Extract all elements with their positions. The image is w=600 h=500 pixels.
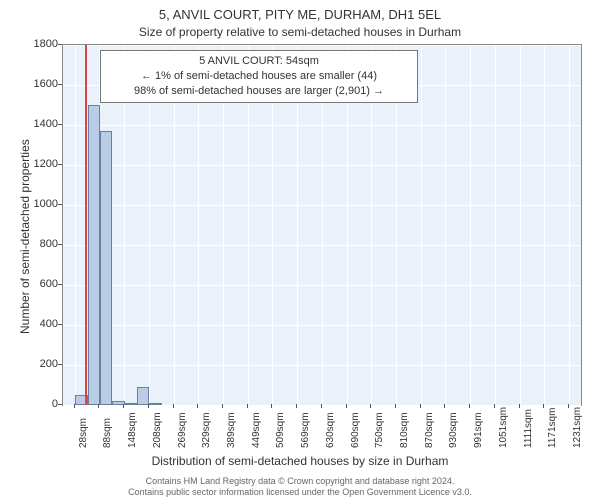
y-tick-label: 1800	[8, 38, 58, 50]
x-tick	[370, 404, 371, 408]
x-tick	[123, 404, 124, 408]
x-tick	[271, 404, 272, 408]
y-tick	[58, 44, 62, 45]
histogram-bar	[88, 105, 100, 405]
y-tick-label: 800	[8, 238, 58, 250]
annotation-line-3: 98% of semi-detached houses are larger (…	[109, 84, 409, 99]
x-tick	[296, 404, 297, 408]
x-tick	[519, 404, 520, 408]
x-tick	[247, 404, 248, 408]
annotation-line-1: 5 ANVIL COURT: 54sqm	[109, 54, 409, 69]
chart-title: 5, ANVIL COURT, PITY ME, DURHAM, DH1 5EL	[0, 0, 600, 24]
x-tick-label: 28sqm	[78, 418, 89, 448]
x-axis-label: Distribution of semi-detached houses by …	[0, 454, 600, 468]
x-tick	[222, 404, 223, 408]
gridline-v	[495, 45, 496, 405]
y-tick	[58, 164, 62, 165]
x-tick	[420, 404, 421, 408]
histogram-bar	[137, 387, 149, 405]
y-tick-label: 200	[8, 358, 58, 370]
y-tick-label: 1400	[8, 118, 58, 130]
x-tick-label: 329sqm	[201, 412, 212, 448]
gridline-v	[75, 45, 76, 405]
x-tick	[494, 404, 495, 408]
x-tick-label: 630sqm	[325, 412, 336, 448]
y-tick	[58, 284, 62, 285]
gridline-v	[569, 45, 570, 405]
x-tick	[173, 404, 174, 408]
x-tick-label: 690sqm	[350, 412, 361, 448]
gridline-v	[421, 45, 422, 405]
x-tick	[444, 404, 445, 408]
x-tick-label: 509sqm	[275, 412, 286, 448]
x-tick-label: 148sqm	[127, 412, 138, 448]
y-tick-label: 1200	[8, 158, 58, 170]
x-tick	[197, 404, 198, 408]
x-tick	[568, 404, 569, 408]
gridline-v	[445, 45, 446, 405]
gridline-v	[470, 45, 471, 405]
footer: Contains HM Land Registry data © Crown c…	[0, 476, 600, 498]
annotation-line-2: ← 1% of semi-detached houses are smaller…	[109, 69, 409, 84]
x-tick	[346, 404, 347, 408]
histogram-bar	[125, 403, 137, 405]
x-tick	[469, 404, 470, 408]
y-tick-label: 600	[8, 278, 58, 290]
x-tick-label: 449sqm	[251, 412, 262, 448]
y-tick-label: 0	[8, 398, 58, 410]
x-tick-label: 269sqm	[177, 412, 188, 448]
y-tick	[58, 324, 62, 325]
x-tick-label: 1171sqm	[547, 408, 558, 448]
x-tick-label: 750sqm	[374, 412, 385, 448]
x-tick-label: 930sqm	[448, 412, 459, 448]
y-tick	[58, 244, 62, 245]
x-tick-label: 991sqm	[473, 412, 484, 448]
chart-subtitle: Size of property relative to semi-detach…	[0, 24, 600, 40]
gridline-v	[544, 45, 545, 405]
gridline-h	[63, 405, 581, 406]
x-tick-label: 88sqm	[102, 418, 113, 448]
x-tick-label: 1051sqm	[498, 407, 509, 448]
gridline-v	[520, 45, 521, 405]
y-tick-label: 1600	[8, 78, 58, 90]
y-tick-label: 1000	[8, 198, 58, 210]
x-tick-label: 870sqm	[424, 412, 435, 448]
marker-line	[85, 45, 87, 405]
annotation-box: 5 ANVIL COURT: 54sqm ← 1% of semi-detach…	[100, 50, 418, 103]
y-tick	[58, 204, 62, 205]
y-tick-label: 400	[8, 318, 58, 330]
y-tick	[58, 404, 62, 405]
x-tick	[543, 404, 544, 408]
x-tick-label: 389sqm	[226, 412, 237, 448]
x-tick	[395, 404, 396, 408]
x-tick	[98, 404, 99, 408]
x-tick-label: 1231sqm	[572, 407, 583, 448]
footer-line-2: Contains public sector information licen…	[0, 487, 600, 498]
histogram-bar	[149, 403, 161, 405]
histogram-bar	[100, 131, 112, 405]
x-tick	[74, 404, 75, 408]
footer-line-1: Contains HM Land Registry data © Crown c…	[0, 476, 600, 487]
x-tick	[321, 404, 322, 408]
x-tick-label: 208sqm	[152, 412, 163, 448]
y-tick	[58, 364, 62, 365]
x-tick-label: 569sqm	[300, 412, 311, 448]
chart-container: 5, ANVIL COURT, PITY ME, DURHAM, DH1 5EL…	[0, 0, 600, 500]
y-tick	[58, 84, 62, 85]
y-tick	[58, 124, 62, 125]
x-tick-label: 1111sqm	[523, 409, 534, 448]
x-tick-label: 810sqm	[399, 412, 410, 448]
x-tick	[148, 404, 149, 408]
